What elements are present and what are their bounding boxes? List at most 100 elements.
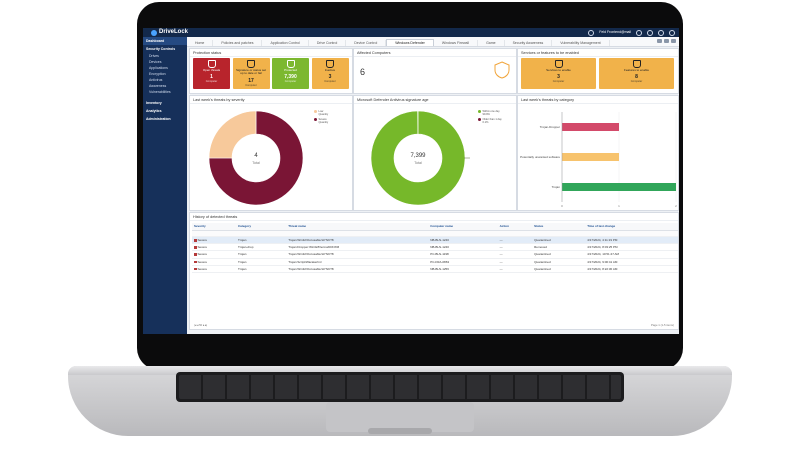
more-icon[interactable] [671,39,676,43]
table-row[interactable]: Severe Trojan Trojan:Script/Wacatac!ml PC-F… [192,258,678,266]
signature-legend: Within one day 99.9% Older than 1 day 0.1% [478,110,502,125]
cell-category: Trojan [236,265,287,273]
cell-time-of-last-change: 4/17/2024, 4:11:19 PM [585,236,678,245]
cell-severity: Severe [192,265,236,273]
tab-policies-and-patches[interactable]: Policies and patches [213,40,263,46]
filter-row [192,230,678,237]
top-bar: DriveLock Feld Frontend@mail [143,28,679,37]
notification-icon[interactable] [588,29,595,36]
panel-title: Last week's threats by category [518,96,678,104]
filter-cell[interactable] [428,230,498,237]
column-header-time-of-last-change[interactable]: Time of last change [585,223,678,231]
sidebar-item-antivirus[interactable]: Antivirus [149,78,163,82]
sidebar-item-applications[interactable]: Applications [149,66,168,70]
legend-item-low[interactable]: Low Quantity [314,110,328,116]
filter-cell[interactable] [497,230,533,237]
sidebar-item-vulnerabilities[interactable]: Vulnerabilities [149,90,171,94]
status-tile-features-to-enable[interactable]: Features to enable 8 Computer [599,58,674,89]
tab-application-control[interactable]: Application Control [262,40,309,46]
tab-home[interactable]: Home [187,40,214,46]
user-name[interactable]: Feld Frontend@mail [599,30,631,34]
cell-text: PC-BLN-1198 [430,252,449,257]
grid-icon[interactable] [658,29,664,36]
table-row[interactable]: Severe Trojan Trojan:Win32/Occusable!HYNKT… [192,265,678,273]
sidebar-group-inventory[interactable]: Inventory [146,101,162,105]
cell-computer-name: PC-FRA-0863 [428,258,498,266]
tab-vulnerability-management[interactable]: Vulnerability Management [552,40,610,46]
tab-game[interactable]: Game [478,40,505,46]
filter-cell[interactable] [192,230,236,237]
tab-windows-defender[interactable]: Windows Defender [386,39,434,46]
app-logo: DriveLock [151,28,188,37]
tab-device-control[interactable]: Device Control [346,40,387,46]
cell-text: Quarantined [534,238,551,243]
severity-icon [194,253,197,256]
sidebar-item-devices[interactable]: Devices [149,60,162,64]
pager[interactable]: |◂ ◂ 50 ▸ ▸| [194,323,208,327]
donut-total-label: Total [414,161,422,165]
sidebar-group-administration[interactable]: Administration [146,117,171,121]
column-header-status[interactable]: Status [532,223,586,231]
legend-sub: 0.1% [482,120,489,124]
bar-trojan-dropper[interactable] [562,123,619,131]
cell-text: — [499,266,503,271]
tab-security-awareness[interactable]: Security Awareness [505,40,553,46]
status-tile-inactive[interactable]: Inactive 3 Computer [311,58,349,89]
cell-text: — [499,252,503,257]
sidebar-item-drives[interactable]: Drives [149,54,159,58]
cell-computer-name: NB-BLN-1256 [428,265,498,273]
slice-severe[interactable] [208,110,304,206]
top-bar-tools: Feld Frontend@mail [588,28,675,37]
add-tab-icon[interactable] [657,39,662,43]
sidebar-item-encryption[interactable]: Encryption [149,72,166,76]
tab-drive-control[interactable]: Drive Control [309,40,347,46]
legend-item-within-one-day[interactable]: Within one day 99.9% [478,110,502,116]
filter-cell[interactable] [286,230,429,237]
status-tile-open-threats[interactable]: Open threats 1 Computer [193,58,230,89]
sidebar-item-awareness[interactable]: Awareness [149,84,167,88]
status-tile-protected[interactable]: Protected 7,390 Computer [272,58,309,89]
filter-cell[interactable] [585,230,678,237]
column-header-action[interactable]: Action [497,223,533,231]
cell-computer-name: PC-BLN-1198 [428,250,498,259]
sidebar-item-dashboard[interactable]: Dashboard [143,37,187,45]
cell-severity: Severe [192,243,236,252]
filter-cell[interactable] [532,230,586,237]
cell-threat-name: Trojan:Script/Wacatac!ml [286,258,429,266]
status-tile-signature-or-status-set-up-to-date-or-fail[interactable]: Signature or status set up to date or fa… [232,58,270,89]
slice-within-one-day[interactable] [370,110,466,206]
settings-icon[interactable] [647,29,653,36]
legend-item-older-than-1-day[interactable]: Older than 1 day 0.1% [478,118,502,124]
x-tick-label: 1 [618,204,620,208]
status-tile-services-to-enable[interactable]: Services to enable 3 Computer [521,58,596,89]
affected-count[interactable]: 6 [360,67,366,77]
column-header-severity[interactable]: Severity [192,223,236,231]
bar-potentially-unwanted-software[interactable] [562,153,619,161]
sidebar-group-security-controls[interactable]: Security Controls [146,47,176,51]
severity-donut-chart: 4 Total [208,110,304,206]
tile-count: 7,390 [284,74,297,81]
tile-count: 3 [328,74,332,81]
slice-low[interactable] [208,110,257,159]
cell-action: — [497,258,533,266]
column-header-category[interactable]: Category [236,223,287,231]
cell-category: Trojan [236,236,287,245]
table-row[interactable]: Severe Trojan Trojan:Win32/Occusable!HYNKT… [192,250,678,259]
tile-count: 8 [635,74,638,81]
filter-cell[interactable] [236,230,287,237]
table-row[interactable]: Severe Trojan-drop Trojan:Dropper:Win32/Fl… [192,243,678,252]
x-tick-label: 0 [561,204,563,208]
cell-text: Removed [534,245,547,250]
sidebar-group-analytics[interactable]: Analytics [146,109,162,113]
legend-item-severe[interactable]: Severe Quantity [314,118,328,124]
cell-text: NB-BLN-1240 [430,245,449,250]
edit-tab-icon[interactable] [664,39,669,43]
tab-windows-firewall[interactable]: Windows Firewall [434,40,479,46]
column-header-threat-name[interactable]: Threat name [286,223,429,231]
cell-text: Quarantined [534,252,551,257]
column-header-computer-name[interactable]: Computer name [428,223,498,231]
table-row[interactable]: Severe Trojan Trojan:Win32/Occusable!HYNKT… [192,236,678,245]
logout-icon[interactable] [669,29,675,36]
help-icon[interactable] [636,29,642,36]
bar-trojan[interactable] [562,183,676,191]
